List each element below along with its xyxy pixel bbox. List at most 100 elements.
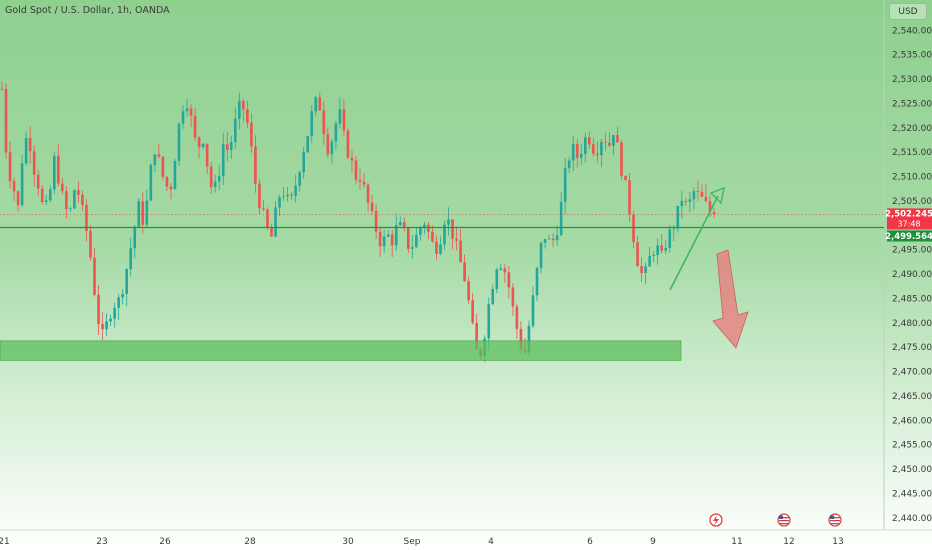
candle-body [435,241,438,254]
level-price-label: 2,499.564 [885,230,932,242]
candle-body [302,152,305,173]
candle-body [270,227,273,237]
candle-body [374,210,378,232]
candle-body [354,160,358,181]
candle-body [583,137,587,155]
candle-body [20,163,24,206]
candle-body [499,268,503,270]
time-tick-label: 4 [488,537,494,547]
candle-body [680,200,684,206]
candle-body [624,175,627,181]
candle-body [600,141,603,156]
price-tick-label: 2,485.000 [892,294,932,304]
candle-body [628,180,631,215]
candle-body [511,287,515,307]
candle-body [225,144,229,151]
bar-countdown: 37:48 [897,219,920,228]
candle-body [475,322,478,350]
time-tick-label: 30 [342,537,354,547]
currency-button[interactable]: USD [889,3,927,20]
candle-body [688,199,692,202]
candle-body [616,134,619,143]
candle-body [419,227,422,235]
candle-body [563,168,567,203]
candle-body [439,244,442,254]
candle-body [515,306,519,329]
trend-arrow-up[interactable] [669,186,725,291]
price-tick-label: 2,495.000 [892,246,932,256]
candle-body [201,143,205,148]
candle-body [213,181,217,188]
candle-body [571,143,575,161]
candle-body [668,229,672,249]
candles-layer [0,81,716,363]
candle-body [427,224,430,232]
candle-body [153,154,157,166]
candle-body [109,318,112,322]
candle-body [551,238,555,241]
candle-body [177,123,181,161]
candle-body [133,226,137,249]
candle-body [326,134,330,155]
candle-body [471,300,474,323]
candle-body [161,156,165,177]
candle-body [209,166,213,188]
candle-body [527,325,531,353]
event-icon-us-flag-1[interactable] [777,513,791,527]
candle-body [24,137,28,164]
candle-body [8,152,12,182]
candle-body [640,266,643,274]
projection-arrow-down[interactable] [712,249,749,349]
price-tick-label: 2,490.000 [892,270,932,280]
price-tick-label: 2,460.000 [892,416,932,426]
candle-body [229,141,233,151]
event-icon-us-flag-2[interactable] [828,513,842,527]
event-icon-flash[interactable] [709,513,723,527]
candle-body [656,245,659,255]
candle-body [346,130,350,158]
candle-body [704,196,708,202]
candle-body [612,134,615,146]
candle-body [330,141,334,155]
candle-body [121,293,124,298]
price-tick-label: 2,480.000 [892,319,932,329]
candle-body [587,137,591,145]
candle-body [338,109,342,124]
candle-body [451,219,454,239]
candle-body [575,143,579,158]
candle-body [463,262,466,282]
candle-body [652,254,655,256]
price-tick-label: 2,530.000 [892,75,932,85]
price-tick-label: 2,505.000 [892,197,932,207]
candle-body [491,289,495,305]
candle-body [274,207,277,237]
support-zone[interactable] [0,340,682,361]
candle-body [298,172,301,186]
time-tick-label: 13 [832,537,843,547]
candle-body [40,188,44,203]
current-price-label: 2,502.245 37:48 [885,208,932,230]
price-tick-label: 2,535.000 [892,51,932,61]
candle-body [700,191,704,197]
time-tick-label: 11 [731,537,742,547]
price-tick-label: 2,540.000 [892,26,932,36]
price-axis[interactable]: 2,540.000 2,535.000 2,530.000 2,525.000 2,52… [892,26,932,523]
level-price-value: 2,499.564 [885,232,932,242]
candle-body [254,146,257,184]
candle-body [48,189,52,201]
candle-body [467,281,470,301]
candle-body [382,236,386,247]
price-tick-label: 2,520.000 [892,124,932,134]
candle-body [620,142,623,176]
candle-body [16,191,20,206]
candle-body [306,136,310,153]
candle-body [543,238,547,243]
candle-body [507,272,511,288]
time-axis[interactable]: 21 23 26 28 30 Sep 4 6 9 11 12 13 [0,537,844,547]
candle-body [282,196,285,198]
candle-body [696,191,700,192]
candle-body [52,156,56,190]
candle-body [362,181,366,185]
